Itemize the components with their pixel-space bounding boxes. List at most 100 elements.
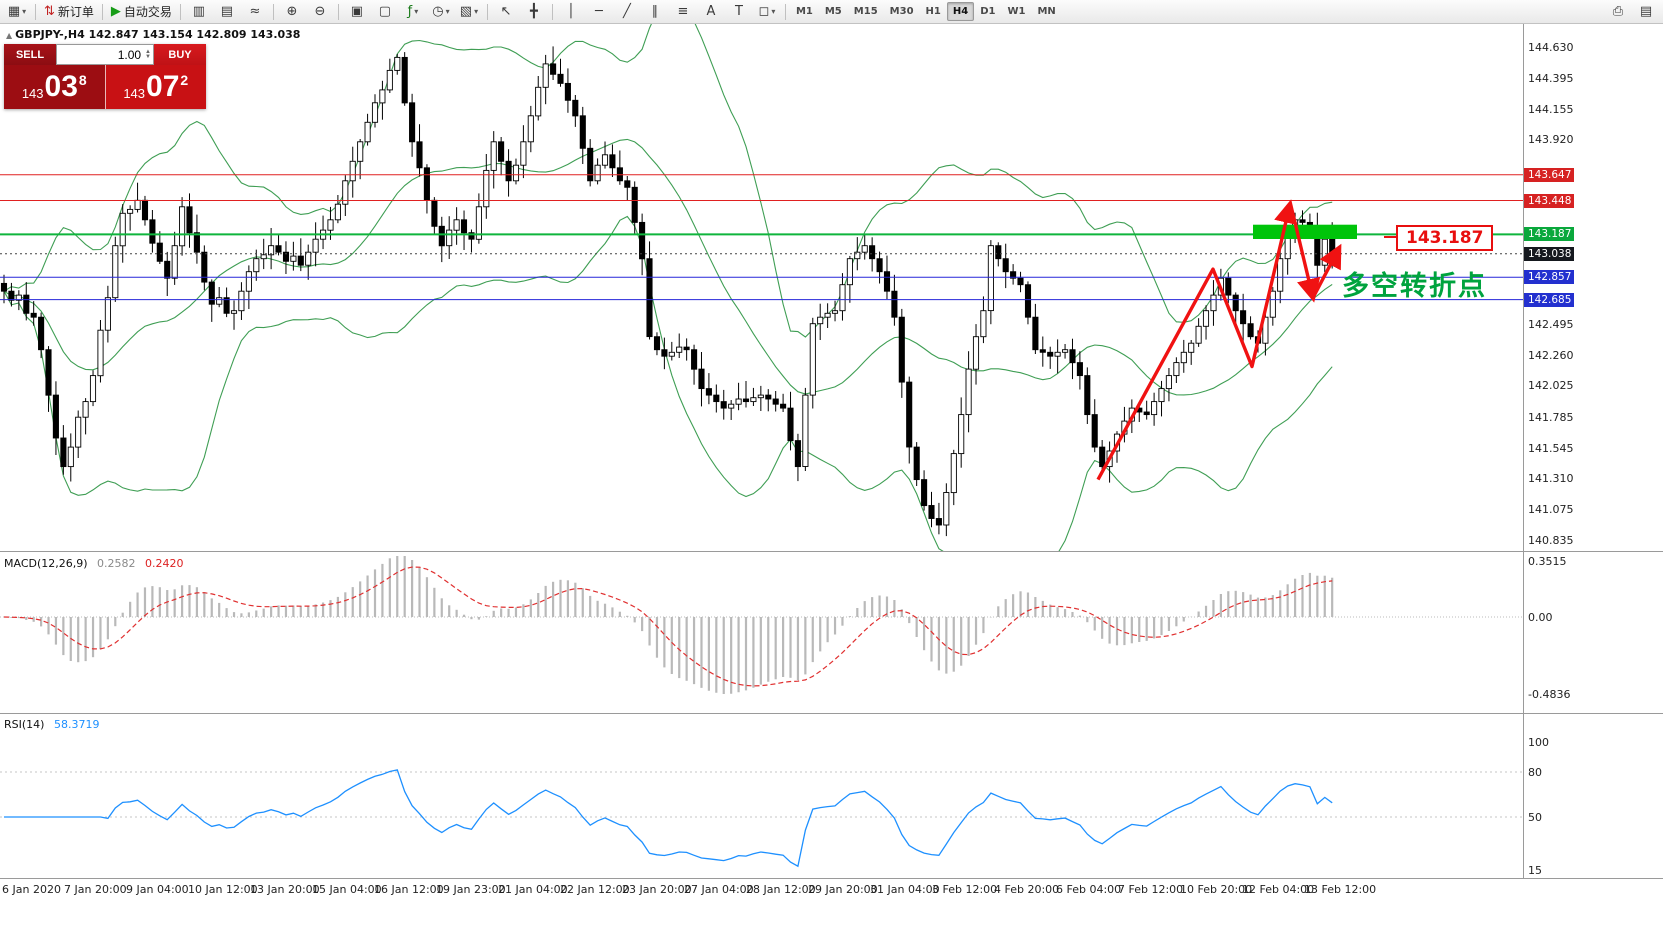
templates-button[interactable]: ▧ ▾ (459, 4, 479, 19)
chevron-down-icon: ▾ (474, 7, 479, 16)
time-axis-label: 31 Jan 04:00 (870, 883, 940, 896)
panel-separator[interactable] (0, 551, 1663, 552)
arrange-windows-button[interactable]: ▢ (378, 4, 392, 19)
price-scale-label: 141.075 (1528, 503, 1574, 516)
price-scale-label: 141.310 (1528, 472, 1574, 485)
timeframe-m30-button[interactable]: M30 (889, 6, 914, 17)
volume-input[interactable]: 1.00 ▲ ▼ (56, 44, 154, 65)
timeframe-m5-button[interactable]: M5 (824, 6, 842, 17)
chart-list-button[interactable]: ▤ (1639, 4, 1653, 19)
price-scale-label: 144.630 (1528, 41, 1574, 54)
price-level-box: 142.685 (1524, 293, 1574, 307)
rsi-chart[interactable] (0, 715, 1523, 878)
candles (0, 46, 1336, 537)
line-chart-type-button[interactable]: ≈ (249, 4, 261, 19)
price-level-box: 143.647 (1524, 168, 1574, 182)
sell-price[interactable]: 143 03 8 (4, 65, 106, 109)
symbol-ohlc-label: ▲ GBPJPY-,H4 142.847 143.154 142.809 143.… (6, 28, 301, 41)
timeframe-h1-button[interactable]: H1 (925, 6, 941, 17)
supply-zone-rect[interactable] (1253, 224, 1357, 239)
toolbar-separator (179, 3, 181, 20)
price-callout-label[interactable]: 143.187 (1396, 225, 1494, 252)
crosshair-button[interactable]: ╋ (530, 4, 538, 19)
rsi-scale-label: 100 (1528, 736, 1549, 749)
time-axis-label: 29 Jan 20:00 (808, 883, 878, 896)
macd-scale-label: 0.3515 (1528, 555, 1567, 568)
panel-separator[interactable] (0, 713, 1663, 714)
time-axis-label: 13 Jan 20:00 (250, 883, 320, 896)
time-axis-label: 10 Feb 20:00 (1180, 883, 1253, 896)
trend-arrows[interactable] (1096, 199, 1342, 481)
text-button[interactable]: A (706, 4, 716, 19)
time-axis[interactable]: 6 Jan 2020 7 Jan 20:00 9 Jan 04:00 10 Jan 1… (0, 878, 1663, 901)
timeframe-m15-button[interactable]: M15 (853, 6, 878, 17)
time-axis-label: 6 Jan 2020 (2, 883, 61, 896)
timeframe-d1-button[interactable]: D1 (980, 6, 996, 17)
timeframe-h4-button[interactable]: H4 (946, 2, 975, 21)
buy-button[interactable]: BUY (154, 44, 206, 65)
time-axis-label: 15 Jan 04:00 (312, 883, 382, 896)
text-label-button[interactable]: T (734, 4, 743, 19)
candle-chart-type-button[interactable]: ▤ (220, 4, 234, 19)
time-axis-label: 22 Jan 12:00 (560, 883, 630, 896)
horizontal-line-button[interactable]: ─ (595, 4, 603, 19)
timeframe-m1-button[interactable]: M1 (795, 6, 813, 17)
time-axis-label: 3 Feb 12:00 (932, 883, 998, 896)
print-button[interactable]: ⎙ (1612, 4, 1624, 19)
rsi-scale-label: 15 (1528, 864, 1542, 877)
price-scale-label: 142.495 (1528, 318, 1574, 331)
buy-price[interactable]: 143 07 2 (105, 65, 206, 109)
trendline-button[interactable]: ╱ (623, 4, 631, 19)
turning-point-text[interactable]: 多空转折点 (1342, 271, 1487, 302)
rsi-scale-label: 80 (1528, 766, 1542, 779)
auto-trading-button[interactable]: ▶ 自动交易 (110, 4, 172, 19)
fibonacci-button[interactable]: ≡ (677, 4, 689, 19)
rsi-line (4, 769, 1333, 868)
price-scale-label: 144.395 (1528, 72, 1574, 85)
time-axis-label: 21 Jan 04:00 (498, 883, 568, 896)
auto-trading-button-label: 自动交易 (123, 5, 172, 19)
cursor-button[interactable]: ↖ (500, 4, 512, 19)
macd-signal-line (3, 566, 1333, 687)
new-order-button[interactable]: ⇅ 新订单 (44, 4, 94, 19)
time-axis-label: 12 Feb 04:00 (1242, 883, 1315, 896)
tile-windows-button[interactable]: ▣ (350, 4, 364, 19)
shapes-button[interactable]: ◻ ▾ (758, 4, 776, 19)
time-axis-label: 16 Jan 12:00 (374, 883, 444, 896)
channel-button[interactable]: ∥ (651, 4, 659, 19)
toolbar-separator (101, 3, 103, 20)
price-chart[interactable] (0, 24, 1523, 551)
chevron-down-icon: ▾ (771, 7, 776, 16)
price-scale-label: 142.260 (1528, 349, 1574, 362)
bar-chart-type-button[interactable]: ▥ (192, 4, 206, 19)
time-axis-label: 23 Jan 20:00 (622, 883, 692, 896)
time-axis-label: 19 Jan 23:00 (436, 883, 506, 896)
toolbar-separator (551, 3, 553, 20)
volume-value: 1.00 (117, 47, 142, 62)
chevron-down-icon: ▾ (22, 7, 27, 16)
volume-stepper[interactable]: ▲ ▼ (145, 48, 151, 60)
zoom-in-button[interactable]: ⊕ (286, 4, 298, 19)
price-level-box: 143.038 (1524, 247, 1574, 261)
price-level-box: 143.187 (1524, 227, 1574, 241)
toolbar-separator (272, 3, 274, 20)
periods-button[interactable]: ◷ ▾ (432, 4, 450, 19)
time-axis-label: 10 Jan 12:00 (188, 883, 258, 896)
new-chart-button[interactable]: ▦ ▾ (7, 4, 27, 19)
time-axis-label: 28 Jan 12:00 (746, 883, 816, 896)
price-scale-divider (1523, 24, 1524, 898)
timeframe-mn-button[interactable]: MN (1037, 6, 1056, 17)
price-callout-tick (1384, 236, 1396, 238)
timeframe-w1-button[interactable]: W1 (1007, 6, 1026, 17)
collapse-icon[interactable]: ▲ (6, 31, 13, 40)
chevron-down-icon: ▾ (414, 7, 419, 16)
zoom-out-button[interactable]: ⊖ (314, 4, 326, 19)
macd-scale-label: -0.4836 (1528, 688, 1571, 701)
sell-button[interactable]: SELL (4, 44, 56, 65)
macd-chart[interactable] (0, 553, 1523, 712)
time-axis-label: 7 Jan 20:00 (64, 883, 127, 896)
chevron-down-icon: ▾ (445, 7, 450, 16)
time-axis-label: 6 Feb 04:00 (1056, 883, 1122, 896)
indicators-button[interactable]: ƒ ▾ (407, 4, 419, 19)
vertical-line-button[interactable]: │ (567, 4, 575, 19)
